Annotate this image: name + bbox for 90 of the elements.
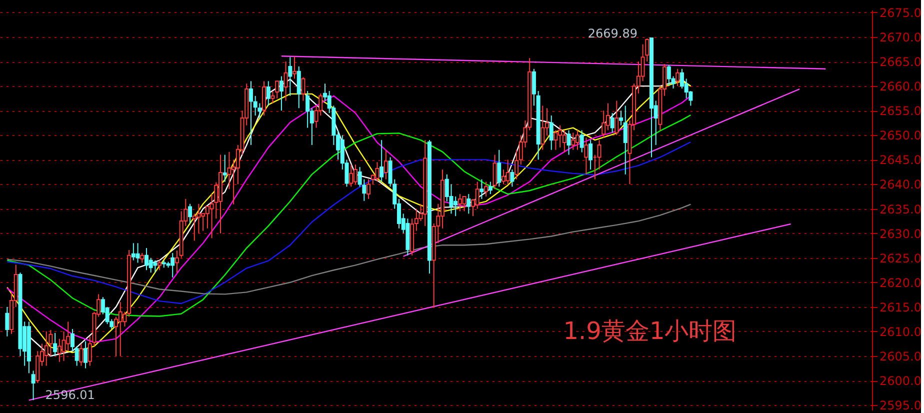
y-tick-label: 2640.0 bbox=[880, 178, 922, 192]
candlestick bbox=[31, 370, 36, 401]
y-tick-label: 2615.0 bbox=[880, 300, 922, 314]
candlestick bbox=[584, 137, 588, 175]
candlestick bbox=[366, 178, 371, 200]
candlestick bbox=[554, 130, 558, 150]
candlestick bbox=[188, 203, 192, 224]
candlestick bbox=[118, 302, 122, 357]
candlestick bbox=[488, 181, 492, 195]
candlestick bbox=[296, 66, 301, 109]
y-tick-label: 2660.0 bbox=[880, 80, 922, 94]
candlestick bbox=[475, 181, 480, 210]
candlestick bbox=[288, 56, 292, 96]
annotation: 2669.89 bbox=[588, 26, 638, 41]
candlestick bbox=[506, 159, 510, 185]
candlestick bbox=[597, 140, 602, 170]
candlestick bbox=[84, 340, 88, 369]
y-tick-label: 2625.0 bbox=[880, 251, 922, 266]
candlestick bbox=[148, 257, 153, 274]
candlestick bbox=[262, 80, 266, 116]
candlestick bbox=[353, 164, 358, 185]
candlestick bbox=[676, 68, 680, 87]
candlestick bbox=[279, 76, 284, 112]
annotation: 2596.01 bbox=[45, 388, 95, 402]
candlestick bbox=[375, 162, 380, 182]
candlestick bbox=[623, 105, 628, 175]
y-tick-label: 2630.0 bbox=[880, 226, 922, 241]
candlestick bbox=[492, 154, 497, 190]
line-series bbox=[6, 114, 692, 317]
candlestick bbox=[153, 260, 158, 274]
y-tick-label: 2650.0 bbox=[880, 128, 922, 143]
candlestick bbox=[497, 149, 502, 188]
candlestick bbox=[158, 260, 162, 271]
candlestick bbox=[480, 178, 484, 200]
candlestick bbox=[227, 151, 232, 190]
candlestick bbox=[384, 149, 388, 180]
text: 1.9黄金1小时图 bbox=[563, 317, 737, 345]
y-tick-label: 2610.0 bbox=[880, 324, 922, 339]
candlestick bbox=[306, 90, 310, 128]
candlestick bbox=[549, 115, 554, 150]
candlestick bbox=[70, 328, 74, 352]
candlestick bbox=[284, 61, 288, 102]
candlestick bbox=[575, 130, 580, 150]
candlestick bbox=[610, 112, 614, 134]
candlestick bbox=[466, 194, 471, 214]
candlestick bbox=[540, 105, 545, 150]
candlestick bbox=[74, 346, 79, 366]
candlestick bbox=[222, 154, 227, 182]
y-tick-label: 2645.0 bbox=[880, 153, 922, 168]
candlestick bbox=[174, 250, 179, 274]
candlestick bbox=[606, 102, 610, 131]
line-series bbox=[6, 141, 692, 304]
candlestick bbox=[614, 100, 619, 136]
candlestick bbox=[510, 169, 514, 188]
candlestick bbox=[580, 130, 584, 153]
candlestick bbox=[349, 164, 354, 188]
candlestick bbox=[484, 181, 488, 198]
candlestick bbox=[44, 330, 48, 366]
y-tick-label: 2605.0 bbox=[880, 350, 922, 364]
candlestick bbox=[588, 140, 593, 170]
y-tick-label: 2635.0 bbox=[880, 202, 922, 216]
candlestick bbox=[301, 76, 306, 102]
candlestick bbox=[275, 80, 280, 99]
candlestick bbox=[292, 56, 297, 80]
y-tick-label: 2655.0 bbox=[880, 104, 922, 118]
y-tick-label: 2670.0 bbox=[880, 30, 922, 44]
candlestick bbox=[514, 149, 519, 180]
candlestick bbox=[562, 130, 566, 153]
candlestick bbox=[5, 306, 10, 337]
y-tick-label: 2620.0 bbox=[880, 276, 922, 290]
candlestick bbox=[136, 242, 140, 264]
candlestick bbox=[266, 80, 270, 106]
y-tick-label: 2595.0 bbox=[880, 398, 922, 413]
candlestick bbox=[270, 90, 275, 104]
line-series bbox=[6, 204, 692, 295]
candlestick bbox=[79, 343, 84, 366]
candlestick bbox=[619, 110, 624, 126]
candlestick bbox=[170, 252, 175, 278]
y-tick-label: 2600.0 bbox=[880, 374, 922, 388]
y-tick-label: 2665.0 bbox=[880, 55, 922, 70]
candlestick bbox=[571, 132, 576, 150]
candlestick bbox=[122, 311, 127, 328]
candlestick bbox=[462, 196, 466, 212]
candlestick bbox=[53, 332, 58, 357]
y-tick-label: 2675.0 bbox=[880, 6, 922, 20]
candlestick bbox=[566, 130, 571, 156]
candlestick bbox=[140, 252, 144, 264]
candlestick bbox=[602, 110, 606, 138]
candlestick bbox=[532, 68, 536, 106]
candlestick bbox=[380, 140, 384, 182]
